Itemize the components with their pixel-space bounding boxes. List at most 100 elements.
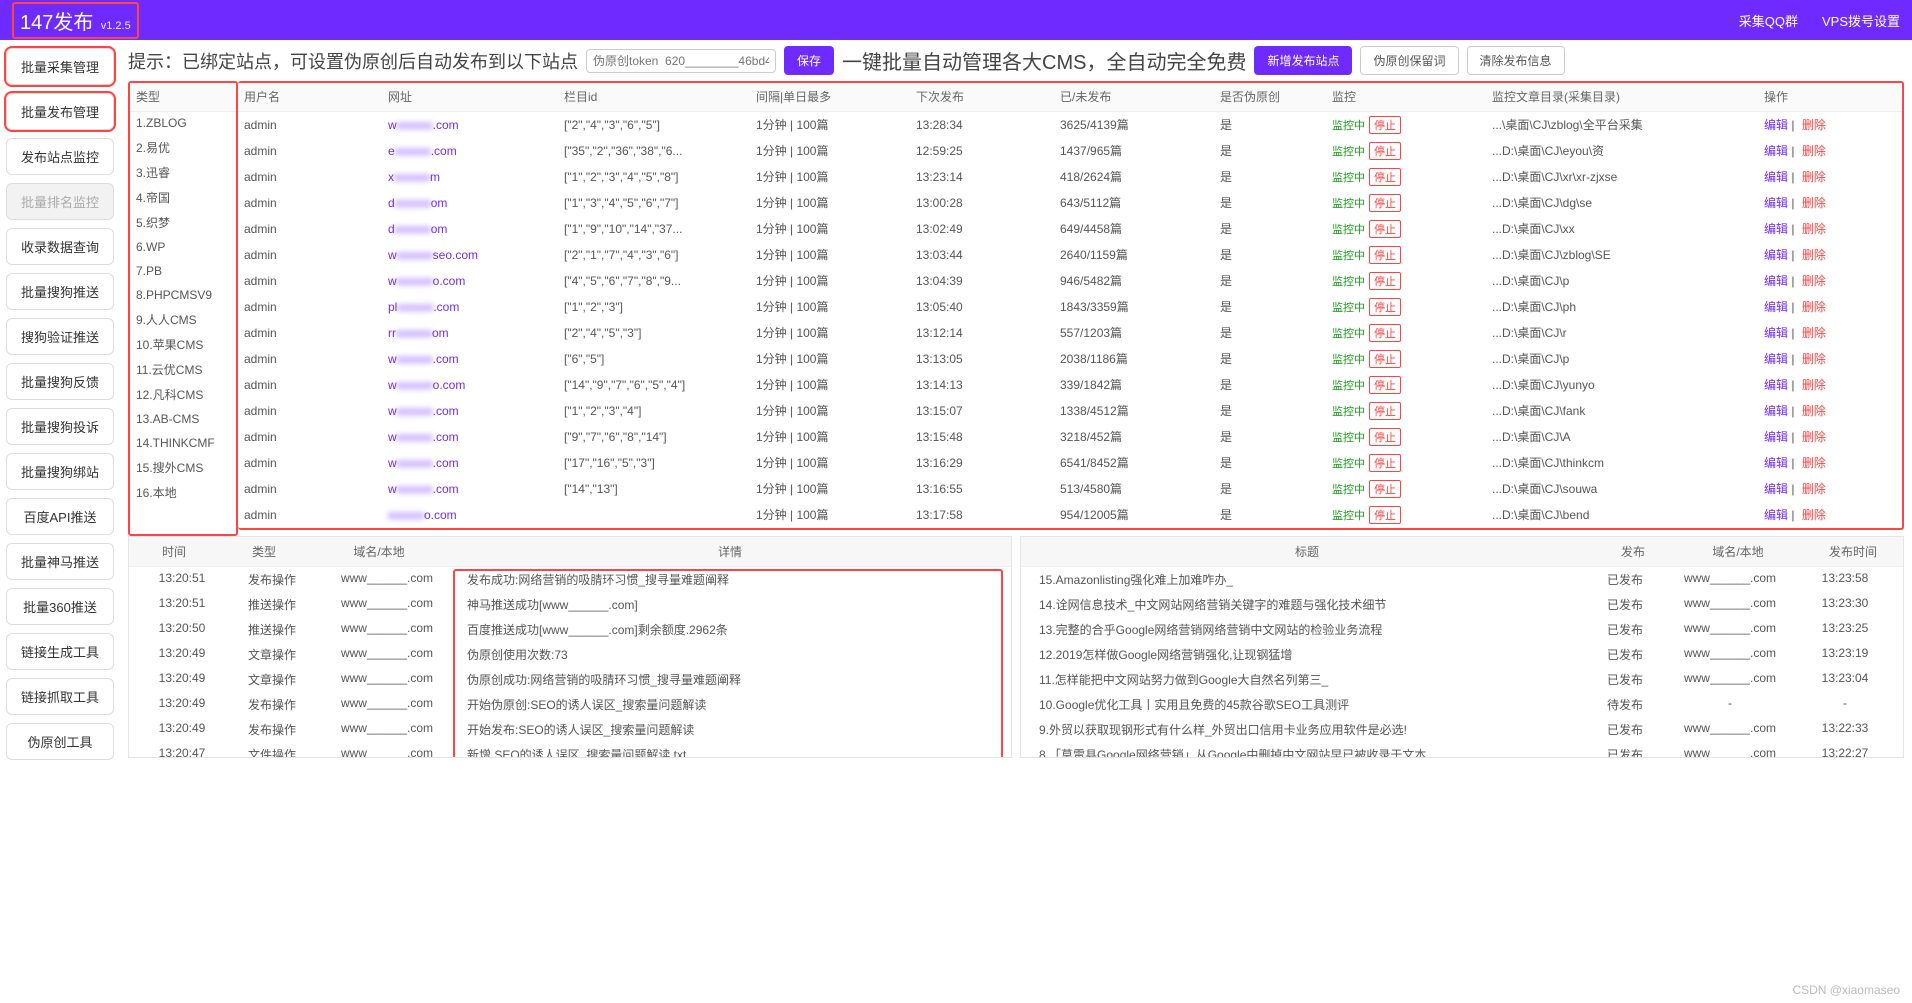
cell-interval: 1分钟 | 100篇: [750, 502, 910, 528]
link-qq-group[interactable]: 采集QQ群: [1739, 11, 1798, 30]
stop-button[interactable]: 停止: [1369, 506, 1401, 524]
log-type: 文件操作: [227, 746, 317, 757]
stop-button[interactable]: 停止: [1369, 350, 1401, 368]
sidebar-item-1[interactable]: 批量发布管理: [6, 93, 114, 130]
delete-link[interactable]: 删除: [1802, 248, 1826, 262]
stop-button[interactable]: 停止: [1369, 116, 1401, 134]
cell-type: 6.WP: [130, 235, 236, 259]
link-vps-settings[interactable]: VPS拨号设置: [1822, 11, 1900, 30]
save-button[interactable]: 保存: [784, 46, 834, 75]
stop-button[interactable]: 停止: [1369, 402, 1401, 420]
edit-link[interactable]: 编辑: [1764, 456, 1788, 470]
stop-button[interactable]: 停止: [1369, 324, 1401, 342]
delete-link[interactable]: 删除: [1802, 196, 1826, 210]
edit-link[interactable]: 编辑: [1764, 300, 1788, 314]
log-type: 文章操作: [227, 671, 317, 688]
cell-url[interactable]: wxxxxxx.com: [382, 450, 558, 476]
delete-link[interactable]: 删除: [1802, 326, 1826, 340]
delete-link[interactable]: 删除: [1802, 300, 1826, 314]
sidebar-item-15[interactable]: 伪原创工具: [6, 723, 114, 760]
sidebar-item-11[interactable]: 批量神马推送: [6, 543, 114, 580]
edit-link[interactable]: 编辑: [1764, 482, 1788, 496]
app-title: 147发布: [20, 12, 93, 34]
stop-button[interactable]: 停止: [1369, 428, 1401, 446]
edit-link[interactable]: 编辑: [1764, 248, 1788, 262]
stop-button[interactable]: 停止: [1369, 272, 1401, 290]
cell-url[interactable]: xxxxxxxm: [382, 164, 558, 190]
delete-link[interactable]: 删除: [1802, 456, 1826, 470]
lh-type: 类型: [219, 537, 309, 566]
cell-url[interactable]: dxxxxxxom: [382, 190, 558, 216]
delete-link[interactable]: 删除: [1802, 222, 1826, 236]
delete-link[interactable]: 删除: [1802, 170, 1826, 184]
sidebar-item-4[interactable]: 收录数据查询: [6, 228, 114, 265]
edit-link[interactable]: 编辑: [1764, 222, 1788, 236]
sidebar-item-12[interactable]: 批量360推送: [6, 588, 114, 625]
stop-button[interactable]: 停止: [1369, 194, 1401, 212]
add-site-button[interactable]: 新增发布站点: [1254, 46, 1352, 75]
stop-button[interactable]: 停止: [1369, 246, 1401, 264]
stop-button[interactable]: 停止: [1369, 376, 1401, 394]
delete-link[interactable]: 删除: [1802, 404, 1826, 418]
cell-url[interactable]: wxxxxxx.com: [382, 398, 558, 424]
stop-button[interactable]: 停止: [1369, 480, 1401, 498]
delete-link[interactable]: 删除: [1802, 430, 1826, 444]
token-input[interactable]: [586, 49, 776, 73]
cell-next: 13:15:48: [910, 424, 1054, 450]
sidebar-item-14[interactable]: 链接抓取工具: [6, 678, 114, 715]
sidebar-item-7[interactable]: 批量搜狗反馈: [6, 363, 114, 400]
sidebar-item-10[interactable]: 百度API推送: [6, 498, 114, 535]
delete-link[interactable]: 删除: [1802, 118, 1826, 132]
cell-url[interactable]: xxxxxxo.com: [382, 502, 558, 528]
sidebar-item-8[interactable]: 批量搜狗投诉: [6, 408, 114, 445]
delete-link[interactable]: 删除: [1802, 352, 1826, 366]
clear-publish-button[interactable]: 清除发布信息: [1467, 46, 1565, 75]
cell-url[interactable]: wxxxxxxo.com: [382, 372, 558, 398]
edit-link[interactable]: 编辑: [1764, 430, 1788, 444]
sidebar-item-9[interactable]: 批量搜狗绑站: [6, 453, 114, 490]
sidebar-item-5[interactable]: 批量搜狗推送: [6, 273, 114, 310]
sidebar-item-0[interactable]: 批量采集管理: [6, 48, 114, 85]
sidebar-item-13[interactable]: 链接生成工具: [6, 633, 114, 670]
edit-link[interactable]: 编辑: [1764, 508, 1788, 522]
stop-button[interactable]: 停止: [1369, 142, 1401, 160]
stop-button[interactable]: 停止: [1369, 220, 1401, 238]
cell-url[interactable]: wxxxxxxseo.com: [382, 242, 558, 268]
edit-link[interactable]: 编辑: [1764, 274, 1788, 288]
edit-link[interactable]: 编辑: [1764, 378, 1788, 392]
cell-url[interactable]: wxxxxxx.com: [382, 424, 558, 450]
cell-type: 1.ZBLOG: [130, 111, 236, 135]
cell-url[interactable]: wxxxxxx.com: [382, 476, 558, 502]
stop-button[interactable]: 停止: [1369, 168, 1401, 186]
cell-url[interactable]: wxxxxxxo.com: [382, 268, 558, 294]
delete-link[interactable]: 删除: [1802, 274, 1826, 288]
delete-link[interactable]: 删除: [1802, 144, 1826, 158]
cell-url[interactable]: exxxxxx.com: [382, 138, 558, 164]
keep-words-button[interactable]: 伪原创保留词: [1360, 46, 1458, 75]
main-content: 提示：已绑定站点，可设置伪原创后自动发布到以下站点 保存 一键批量自动管理各大C…: [120, 40, 1912, 776]
edit-link[interactable]: 编辑: [1764, 196, 1788, 210]
table-row: adminwxxxxxxseo.com["2","1","7","4","3",…: [238, 242, 1902, 268]
edit-link[interactable]: 编辑: [1764, 326, 1788, 340]
cell-url[interactable]: wxxxxxx.com: [382, 346, 558, 372]
log-domain: www______.com: [317, 696, 457, 713]
cell-orig: 是: [1214, 502, 1326, 528]
delete-link[interactable]: 删除: [1802, 508, 1826, 522]
cell-url[interactable]: wxxxxxx.com: [382, 111, 558, 138]
cell-url[interactable]: rrxxxxxxom: [382, 320, 558, 346]
sidebar-item-2[interactable]: 发布站点监控: [6, 138, 114, 175]
cell-url[interactable]: dxxxxxxom: [382, 216, 558, 242]
cell-orig: 是: [1214, 268, 1326, 294]
edit-link[interactable]: 编辑: [1764, 404, 1788, 418]
delete-link[interactable]: 删除: [1802, 482, 1826, 496]
edit-link[interactable]: 编辑: [1764, 144, 1788, 158]
stop-button[interactable]: 停止: [1369, 298, 1401, 316]
cell-dir: ...D:\桌面\CJ\xx: [1486, 216, 1758, 242]
edit-link[interactable]: 编辑: [1764, 170, 1788, 184]
cell-url[interactable]: plxxxxxx.com: [382, 294, 558, 320]
edit-link[interactable]: 编辑: [1764, 352, 1788, 366]
edit-link[interactable]: 编辑: [1764, 118, 1788, 132]
stop-button[interactable]: 停止: [1369, 454, 1401, 472]
delete-link[interactable]: 删除: [1802, 378, 1826, 392]
sidebar-item-6[interactable]: 搜狗验证推送: [6, 318, 114, 355]
